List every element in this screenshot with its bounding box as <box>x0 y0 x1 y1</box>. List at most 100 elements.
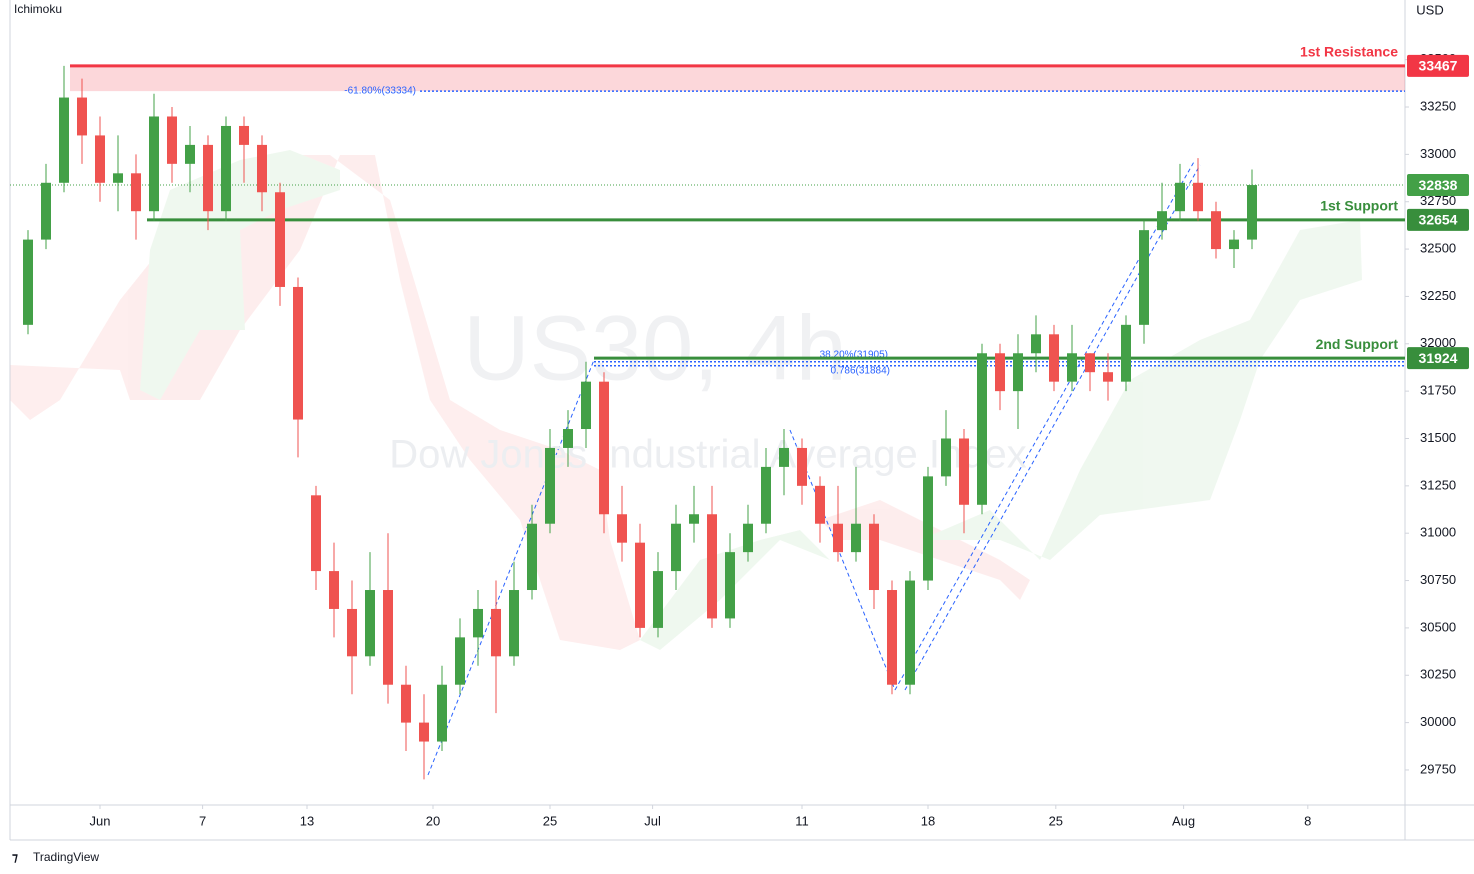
candle <box>95 116 105 202</box>
candle <box>365 552 375 666</box>
price-tag <box>1407 208 1469 231</box>
candle-body <box>293 286 303 420</box>
candle <box>599 372 609 534</box>
candle <box>77 78 87 164</box>
candle-body <box>851 523 861 553</box>
candle-body <box>1157 211 1167 231</box>
candle <box>131 154 141 240</box>
candle-body <box>23 239 33 325</box>
candle <box>113 135 123 212</box>
candle <box>1103 353 1113 401</box>
candle <box>293 277 303 458</box>
candle <box>473 590 483 666</box>
candle <box>311 485 321 591</box>
price-tag-label: 32838 <box>1419 177 1458 193</box>
x-tick-label: Jun <box>90 813 111 828</box>
candle-body <box>635 542 645 628</box>
candle <box>923 466 933 591</box>
candle-body <box>581 381 591 430</box>
candle-body <box>473 608 483 638</box>
level-name: 1st Support <box>1320 198 1398 214</box>
candle <box>707 485 717 628</box>
candle-body <box>725 552 735 619</box>
candle <box>185 125 195 193</box>
candle-body <box>689 514 699 524</box>
candle-body <box>401 684 411 723</box>
x-tick-label: 7 <box>199 813 206 828</box>
candle-body <box>527 523 537 591</box>
candle-body <box>257 144 267 193</box>
candle <box>1013 334 1023 430</box>
candle-body <box>1013 353 1023 392</box>
candle <box>653 552 663 638</box>
candle <box>671 504 681 591</box>
x-tick-label: 18 <box>921 813 935 828</box>
x-tick-label: 20 <box>426 813 440 828</box>
candle <box>1247 169 1257 250</box>
candle <box>761 447 771 534</box>
candle-body <box>1229 239 1239 250</box>
fib-label: 38.20%(31905) <box>820 349 888 360</box>
candle-body <box>1247 185 1257 240</box>
candle <box>977 343 987 515</box>
candle-body <box>779 447 789 467</box>
candle <box>1193 158 1203 221</box>
candle <box>437 665 447 752</box>
candle <box>941 410 951 486</box>
price-tag <box>1407 54 1469 77</box>
candle <box>23 230 33 335</box>
candle-body <box>1121 324 1131 382</box>
candle-body <box>167 116 177 164</box>
candle-body <box>185 144 195 164</box>
candle-body <box>833 523 843 553</box>
candle-body <box>1031 334 1041 354</box>
fib-label: 0.786(31884) <box>831 365 891 376</box>
candle-body <box>149 116 159 212</box>
candle-body <box>761 466 771 524</box>
candle <box>995 343 1005 411</box>
watermark-subtitle: Dow Jones Industrial Average Index <box>389 433 1026 477</box>
candle-body <box>905 580 915 685</box>
candle-body <box>311 495 321 572</box>
candle <box>203 135 213 231</box>
candle <box>275 182 285 306</box>
candle-body <box>509 590 519 657</box>
brand-name: TradingView <box>33 850 99 864</box>
x-tick-label: 8 <box>1304 813 1311 828</box>
indicator-label: Ichimoku <box>14 2 62 16</box>
candle-body <box>95 135 105 183</box>
y-tick-label: 31250 <box>1420 477 1456 492</box>
price-tag <box>1407 347 1469 370</box>
price-tag-label: 31924 <box>1419 350 1458 366</box>
candle-body <box>707 514 717 619</box>
candle <box>1229 230 1239 269</box>
candle-body <box>1067 353 1077 382</box>
candle-body <box>743 523 753 553</box>
brand: ⁊ TradingView <box>12 850 99 864</box>
candle-body <box>923 476 933 581</box>
currency-label: USD <box>1416 2 1443 17</box>
candle <box>329 542 339 638</box>
candle-body <box>437 684 447 742</box>
trend-line <box>789 429 896 691</box>
candle <box>959 429 969 534</box>
candle <box>149 93 159 221</box>
candle <box>1049 324 1059 392</box>
candle <box>833 485 843 562</box>
candle <box>527 504 537 600</box>
candle-body <box>221 125 231 212</box>
candle-body <box>671 523 681 572</box>
candle <box>1175 163 1185 221</box>
resistance-zone <box>70 65 1405 92</box>
candle <box>419 694 429 780</box>
candle <box>779 429 789 496</box>
candle <box>491 580 501 714</box>
candle <box>509 561 519 666</box>
candle-body <box>977 353 987 505</box>
candle-body <box>383 590 393 685</box>
candle <box>257 135 267 212</box>
x-tick-label: 25 <box>543 813 557 828</box>
y-tick-label: 32500 <box>1420 241 1456 256</box>
y-tick-label: 33250 <box>1420 98 1456 113</box>
